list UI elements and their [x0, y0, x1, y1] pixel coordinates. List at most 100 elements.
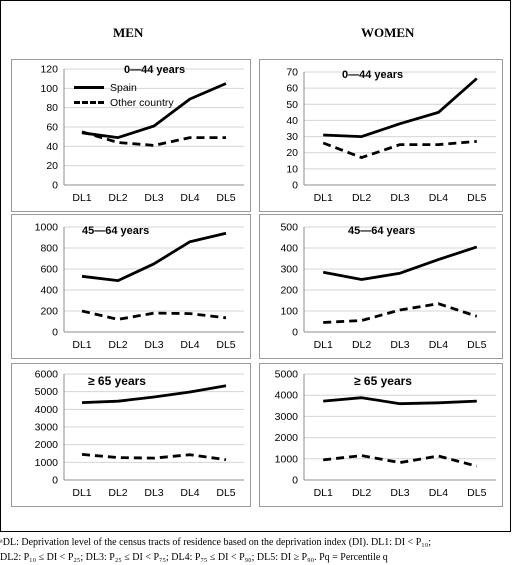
legend-item-other-country: Other country [74, 95, 174, 110]
y-tick-label: 120 [40, 64, 58, 76]
x-tick-label: DL4 [429, 339, 448, 351]
y-tick-label: 10 [286, 163, 298, 175]
x-tick-label: DL4 [429, 192, 448, 204]
series-line-other-country [81, 309, 227, 321]
x-tick-label: DL1 [72, 192, 91, 204]
y-tick-label: 500 [280, 222, 298, 234]
panel-men-45-64: 0 200 400 600 800 1000 DL1 DL2 DL3 DL4 DL5 45—64 y… [11, 214, 251, 359]
x-tick-label: DL2 [108, 339, 127, 351]
series-line-spain [81, 384, 227, 404]
panel-title: 45—64 years [82, 225, 150, 237]
y-tick-label: 1000 [275, 453, 299, 465]
x-tick-label: DL1 [314, 487, 333, 499]
chart-men-65: 0 1000 2000 3000 4000 5000 6000 DL1 DL2 DL3 DL4 DL5 [35, 369, 244, 499]
series-line-other-country [323, 454, 478, 468]
y-tick-label: 0 [292, 475, 298, 487]
y-tick-label: 40 [46, 141, 58, 153]
y-tick-label: 1000 [35, 457, 59, 469]
x-tick-label: DL5 [467, 339, 486, 351]
y-tick-label: 600 [40, 264, 58, 276]
y-tick-label: 0 [292, 327, 298, 339]
y-tick-label: 30 [286, 131, 298, 143]
y-tick-label: 200 [280, 285, 298, 297]
x-tick-label: DL3 [144, 487, 163, 499]
chart-women-0-44: 0 10 20 30 40 50 60 70 DL1 DL2 DL3 DL4 DL5 [286, 67, 496, 204]
y-tick-label: 200 [40, 306, 58, 318]
legend-swatch-dashed [74, 101, 104, 104]
series-line-other-country [323, 302, 478, 324]
x-tick-label: DL1 [314, 339, 333, 351]
y-tick-label: 2000 [35, 439, 59, 451]
panel-title: ≥ 65 years [354, 374, 412, 388]
panel-women-0-44: 0 10 20 30 40 50 60 70 DL1 DL2 DL3 DL4 DL5 0—44 year… [259, 59, 503, 212]
x-tick-label: DL3 [390, 487, 409, 499]
y-tick-label: 6000 [35, 369, 59, 381]
x-tick-label: DL5 [467, 192, 486, 204]
panel-title: ≥ 65 years [88, 374, 146, 388]
series-line-other-country [81, 453, 227, 462]
x-tick-label: DL1 [314, 192, 333, 204]
figure: MEN WOMEN 0 20 40 60 80 100 120 DL1 DL2 DL3 DL4 DL5… [0, 0, 511, 532]
x-tick-label: DL5 [216, 487, 235, 499]
x-tick-label: DL5 [467, 487, 486, 499]
y-tick-label: 60 [46, 122, 58, 134]
chart-women-45-64: 0 100 200 300 400 500 DL1 DL2 DL3 DL4 DL5 [280, 222, 496, 351]
y-tick-label: 0 [52, 327, 58, 339]
x-tick-label: DL4 [429, 487, 448, 499]
panel-women-45-64: 0 100 200 300 400 500 DL1 DL2 DL3 DL4 DL5 45—64 ye… [259, 214, 503, 359]
footnote: ᵃDL: Deprivation level of the census tra… [0, 535, 513, 565]
panel-title: 0—44 years [124, 64, 186, 76]
legend: Spain Other country [74, 80, 174, 110]
y-tick-label: 4000 [35, 404, 59, 416]
footnote-line-2: DL2: P₁₀ ≤ DI < P₂₅; DL3: P₂₅ ≤ DI < P₇₅… [0, 552, 388, 563]
panel-men-0-44: 0 20 40 60 80 100 120 DL1 DL2 DL3 DL4 DL5 0—44 year… [11, 59, 251, 212]
panel-women-65: 0 1000 2000 3000 4000 5000 DL1 DL2 DL3 DL4 DL5 ≥ 6… [259, 363, 503, 507]
x-tick-label: DL2 [352, 339, 371, 351]
legend-label: Spain [110, 81, 137, 94]
panel-title: 0—44 years [342, 69, 404, 81]
women-column-title: WOMEN [361, 25, 415, 40]
series-line-other-country [322, 140, 477, 159]
x-tick-label: DL5 [216, 192, 235, 204]
series-line-spain [322, 245, 478, 281]
y-tick-label: 2000 [275, 432, 299, 444]
x-tick-label: DL2 [352, 487, 371, 499]
y-tick-label: 100 [40, 83, 58, 95]
y-tick-label: 300 [280, 264, 298, 276]
y-tick-label: 0 [52, 180, 58, 192]
series-line-spain [81, 82, 227, 139]
men-column-title: MEN [113, 25, 144, 40]
y-tick-label: 400 [40, 285, 58, 297]
legend-swatch-solid [74, 86, 104, 89]
y-tick-label: 70 [286, 67, 298, 79]
chart-men-45-64: 0 200 400 600 800 1000 DL1 DL2 DL3 DL4 DL5 [35, 222, 244, 351]
x-tick-label: DL2 [108, 487, 127, 499]
y-tick-label: 0 [52, 475, 58, 487]
y-tick-label: 5000 [35, 386, 59, 398]
x-tick-label: DL3 [390, 192, 409, 204]
y-tick-label: 3000 [35, 422, 59, 434]
y-tick-label: 5000 [275, 369, 299, 381]
y-tick-label: 60 [286, 83, 298, 95]
series-line-spain [81, 231, 227, 282]
series-line-spain [323, 77, 478, 138]
panel-men-65: 0 1000 2000 3000 4000 5000 6000 DL1 DL2 DL3 DL4 DL5… [11, 363, 251, 507]
panel-title: 45—64 years [348, 225, 416, 237]
y-tick-label: 40 [286, 115, 298, 127]
chart-women-65: 0 1000 2000 3000 4000 5000 DL1 DL2 DL3 DL4 DL5 [275, 369, 496, 499]
y-tick-label: 4000 [275, 390, 299, 402]
footnote-line-1: ᵃDL: Deprivation level of the census tra… [0, 537, 432, 548]
y-tick-label: 20 [286, 147, 298, 159]
x-tick-label: DL3 [390, 339, 409, 351]
y-tick-label: 0 [292, 180, 298, 192]
y-tick-label: 400 [280, 243, 298, 255]
x-tick-label: DL4 [180, 487, 199, 499]
y-tick-label: 800 [40, 243, 58, 255]
x-tick-label: DL5 [216, 339, 235, 351]
x-tick-label: DL4 [180, 339, 199, 351]
y-tick-label: 100 [280, 306, 298, 318]
legend-item-spain: Spain [74, 80, 174, 95]
x-tick-label: DL3 [144, 339, 163, 351]
x-tick-label: DL2 [108, 192, 127, 204]
x-tick-label: DL1 [72, 487, 91, 499]
